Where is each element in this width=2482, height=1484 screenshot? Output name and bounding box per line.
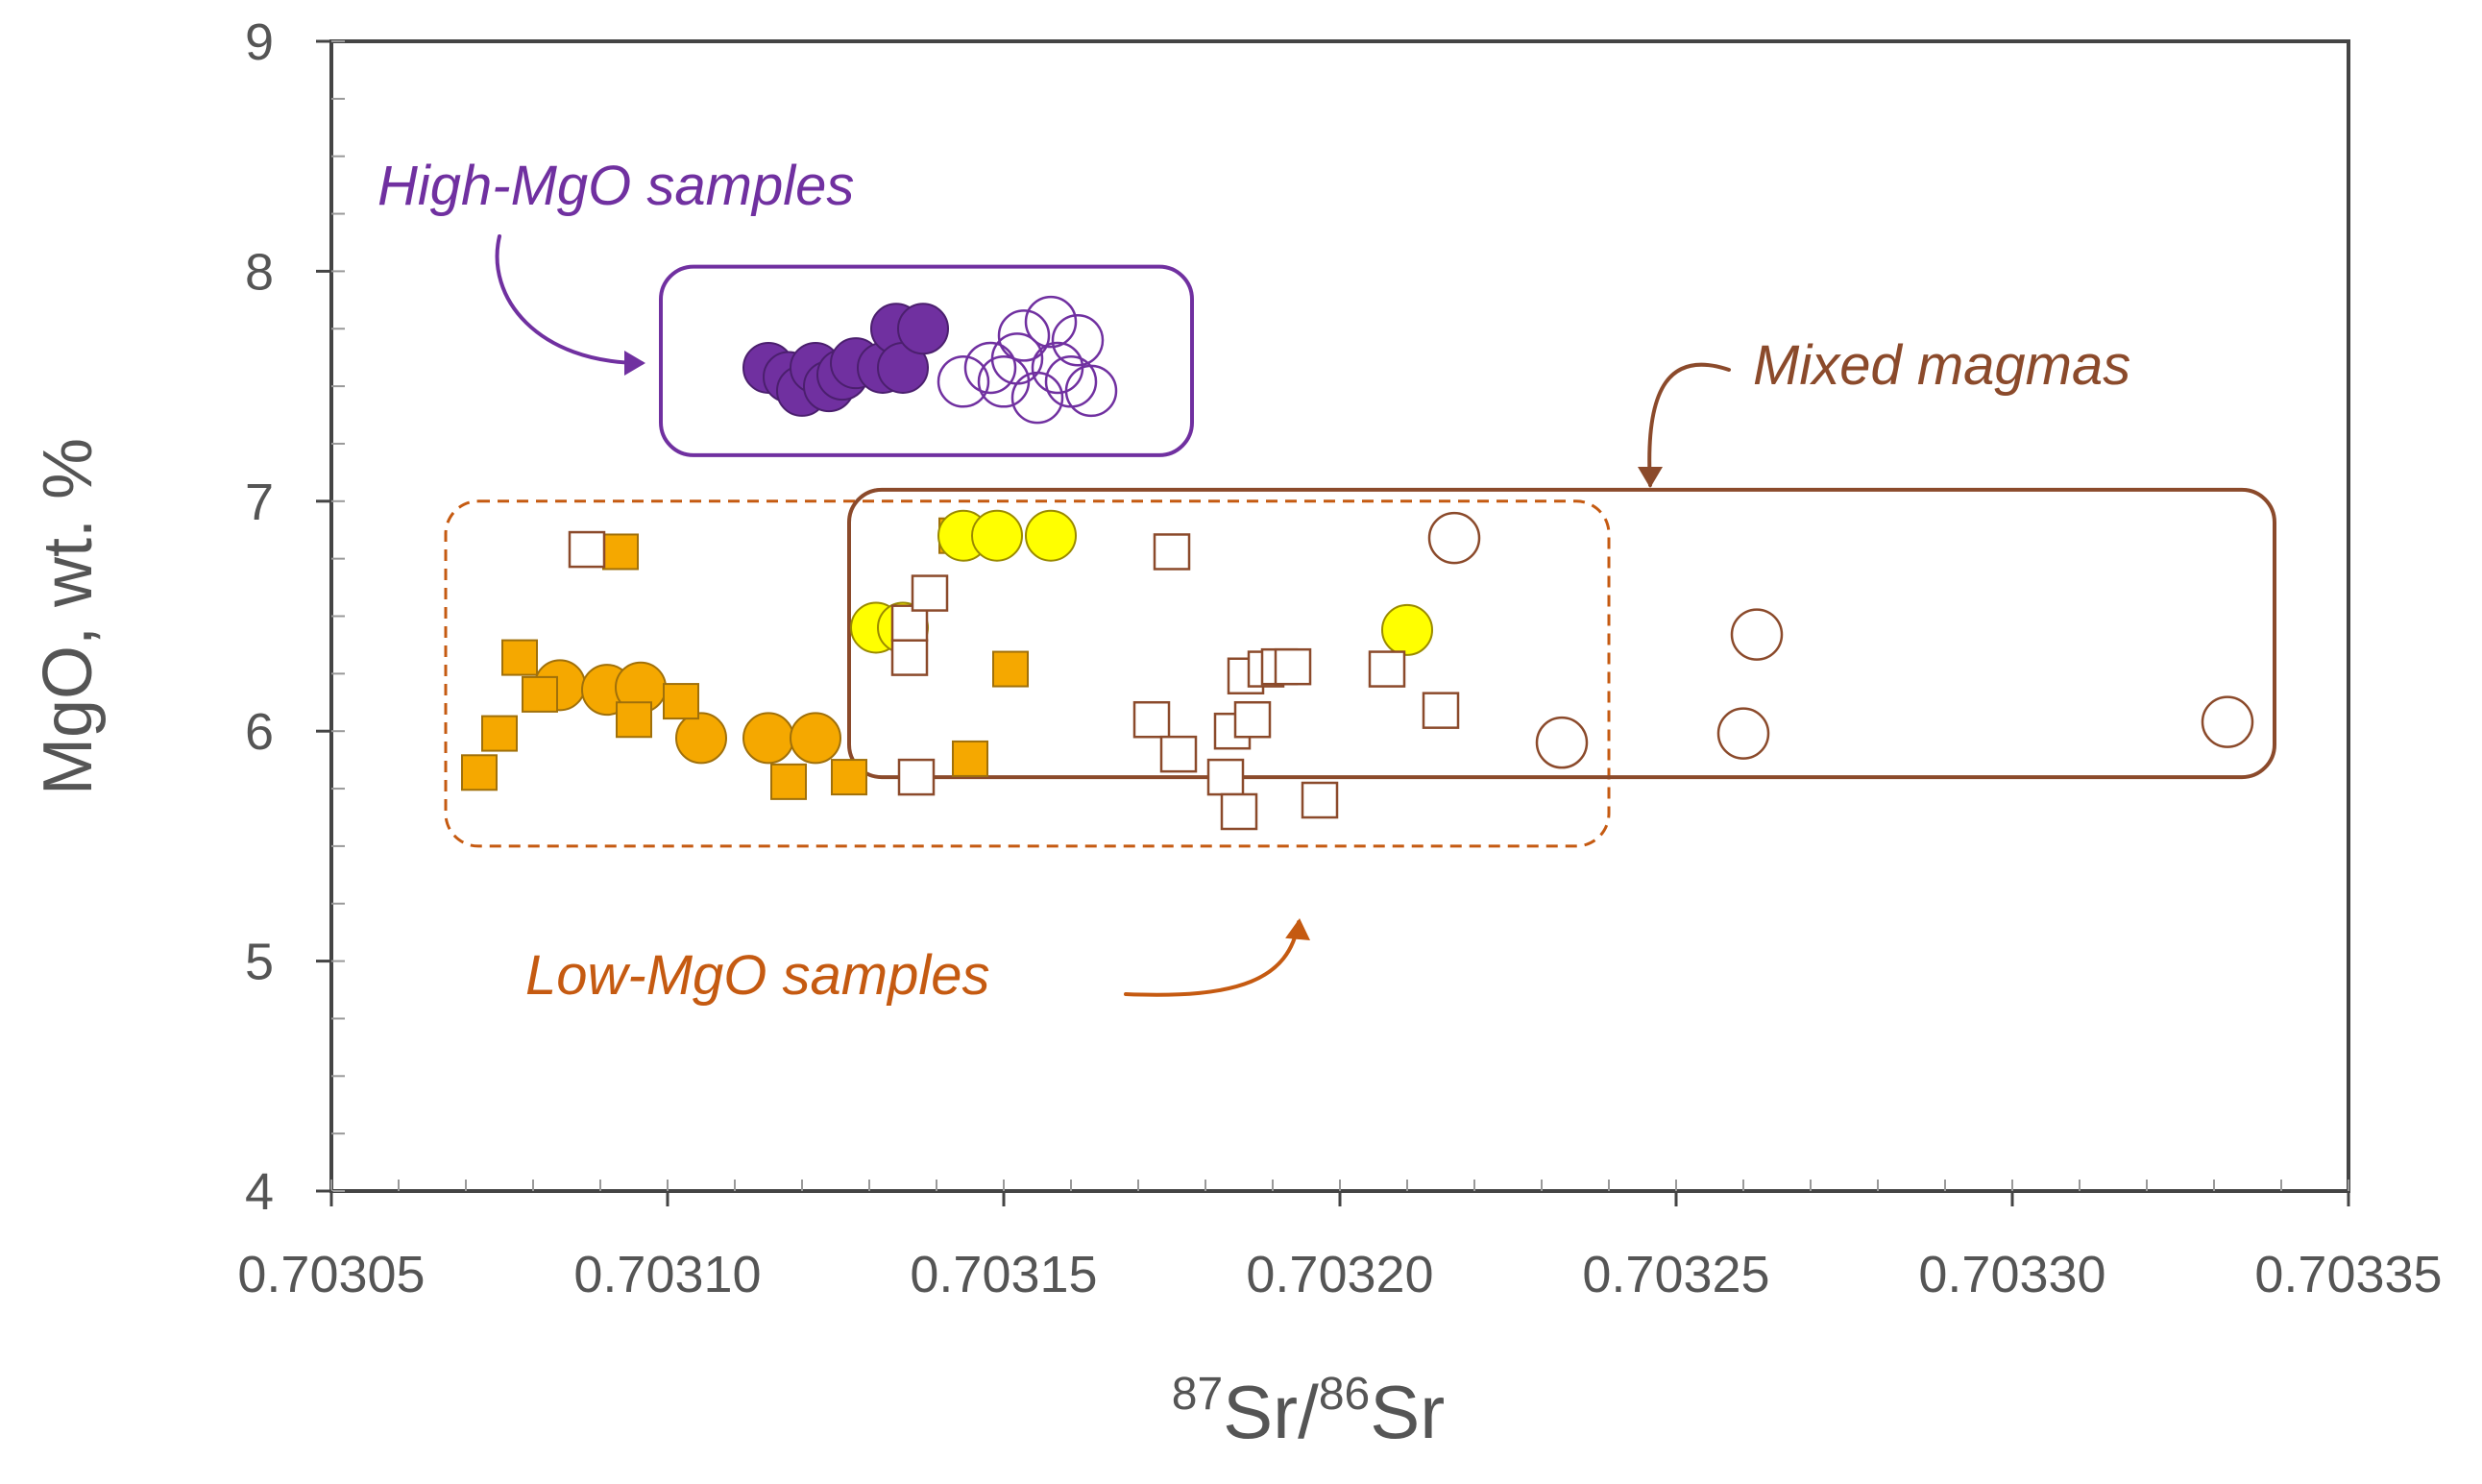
- annotation-mixed-magmas: Mixed magmas: [1753, 334, 2130, 397]
- x-title-sup-2: 86: [1319, 1369, 1370, 1420]
- data-point-circle: [971, 509, 1023, 562]
- high-mgo-box: [659, 264, 1194, 457]
- data-point-square: [952, 740, 988, 777]
- data-point-square: [831, 759, 867, 796]
- annotation-high-mgo: High-MgO samples: [377, 155, 854, 217]
- data-points: [461, 295, 2254, 831]
- y-tick-label: 5: [245, 934, 274, 991]
- series-low-mgo-filled-squares: [461, 517, 1029, 800]
- y-tick-label: 9: [245, 13, 274, 71]
- grouping-regions: [444, 264, 2276, 848]
- data-point-square: [1301, 781, 1339, 819]
- minor-ticks: [330, 40, 2349, 1192]
- y-tick-label: 8: [245, 243, 274, 301]
- data-point-square: [1220, 792, 1258, 831]
- data-point-square: [481, 715, 518, 752]
- data-point-circle: [1051, 313, 1105, 367]
- data-point-square: [911, 574, 949, 612]
- data-point-circle: [790, 712, 841, 765]
- y-tick-label: 7: [245, 474, 274, 531]
- data-point-square: [897, 758, 936, 796]
- data-point-circle: [742, 712, 794, 765]
- mixed-box: [847, 487, 2276, 780]
- data-point-circle: [675, 712, 727, 765]
- y-axis-title: MgO, wt. %: [30, 438, 107, 795]
- data-point-square: [1233, 700, 1272, 739]
- arrow-high-mgo-head: [624, 351, 645, 376]
- data-point-circle: [1427, 511, 1481, 565]
- data-point-circle: [1025, 509, 1077, 562]
- data-point-circle: [1024, 295, 1078, 349]
- data-point-square: [663, 683, 699, 720]
- annotation-arrows: [495, 234, 1731, 997]
- x-tick-label: 0.70315: [910, 1246, 1097, 1303]
- series-open-circles: [1427, 511, 2254, 769]
- data-point-square: [1274, 647, 1312, 686]
- x-tick-label: 0.70330: [1918, 1246, 2105, 1303]
- x-tick-label: 0.70320: [1246, 1246, 1433, 1303]
- x-tick-label: 0.70310: [573, 1246, 761, 1303]
- data-point-circle: [1064, 364, 1118, 418]
- x-axis-ticks: 0.70305 0.70310 0.70315 0.70320 0.70325 0.703…: [237, 1191, 2443, 1303]
- data-point-square: [770, 763, 807, 800]
- y-tick-label: 6: [245, 703, 274, 761]
- data-point-square: [1206, 758, 1245, 796]
- series-high-mgo-open-circles: [937, 295, 1118, 425]
- data-point-circle: [1535, 716, 1589, 769]
- data-point-square: [1153, 533, 1191, 571]
- data-point-square: [616, 701, 652, 739]
- data-point-circle: [1010, 371, 1064, 425]
- x-tick-label: 0.70325: [1582, 1246, 1769, 1303]
- data-point-circle: [1381, 603, 1433, 656]
- arrow-mixed-magmas: [1647, 362, 1731, 487]
- data-point-square: [1159, 735, 1198, 773]
- arrow-low-mgo: [1124, 920, 1301, 997]
- data-point-circle: [997, 309, 1051, 362]
- data-point-circle: [897, 303, 949, 355]
- arrow-high-mgo: [495, 234, 644, 365]
- data-point-square: [890, 604, 929, 642]
- data-point-square: [602, 533, 639, 571]
- data-point-square: [1422, 692, 1460, 729]
- y-axis-ticks: 4 5 6 7 8 9: [245, 13, 331, 1221]
- annotation-low-mgo: Low-MgO samples: [525, 944, 989, 1007]
- data-point-circle: [977, 355, 1031, 408]
- x-tick-label: 0.70305: [237, 1246, 425, 1303]
- series-high-mgo-filled-circles: [742, 303, 949, 417]
- data-point-square: [992, 650, 1029, 688]
- x-title-sup-1: 87: [1172, 1369, 1223, 1420]
- data-point-square: [501, 639, 538, 676]
- data-point-circle: [2201, 695, 2254, 748]
- series-open-squares: [568, 530, 1460, 831]
- x-title-base-2: Sr: [1370, 1370, 1445, 1454]
- y-tick-label: 4: [245, 1163, 274, 1221]
- x-axis-title: 87Sr/86Sr: [1172, 1369, 1445, 1454]
- low-mgo-box: [444, 499, 1611, 848]
- data-point-circle: [1730, 608, 1784, 661]
- x-title-base-1: Sr: [1223, 1370, 1298, 1454]
- data-point-square: [522, 675, 558, 713]
- data-point-circle: [1716, 707, 1770, 760]
- data-point-square: [1132, 700, 1171, 739]
- arrow-low-mgo-head: [1285, 918, 1311, 941]
- arrow-mixed-magmas-head: [1638, 467, 1663, 488]
- x-tick-label: 0.70335: [2254, 1246, 2442, 1303]
- data-point-square: [568, 530, 606, 569]
- data-point-square: [1368, 650, 1406, 688]
- data-point-circle: [937, 355, 990, 408]
- data-point-circle: [963, 341, 1017, 395]
- x-title-separator: /: [1298, 1370, 1319, 1454]
- data-point-square: [890, 639, 929, 676]
- data-point-square: [461, 754, 498, 791]
